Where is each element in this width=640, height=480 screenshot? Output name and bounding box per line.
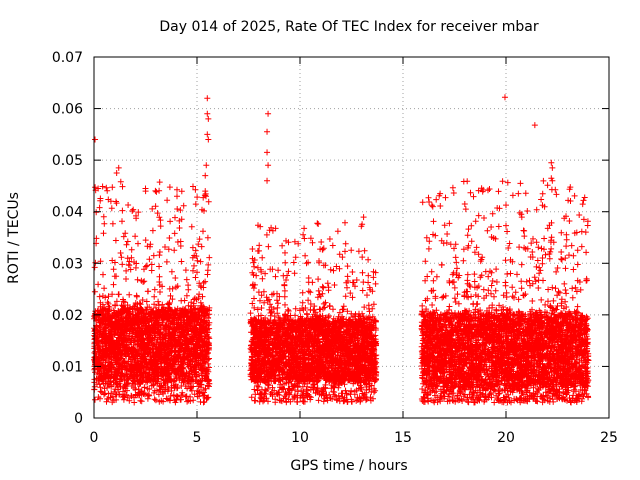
chart-title: Day 014 of 2025, Rate Of TEC Index for r… [159, 19, 538, 35]
x-tick-label: 10 [291, 430, 309, 446]
outlier-point [549, 164, 556, 171]
outlier-point [548, 159, 555, 166]
data-points [91, 94, 592, 406]
outlier-point [548, 175, 555, 182]
outlier-point [264, 149, 271, 156]
x-tick-label: 25 [600, 430, 618, 446]
x-tick-label: 0 [90, 430, 99, 446]
outlier-point [92, 136, 99, 143]
y-tick-label: 0.07 [52, 50, 83, 66]
outlier-point [202, 188, 209, 195]
y-tick-label: 0.01 [52, 359, 83, 375]
outlier-point [264, 128, 271, 135]
plot-frame [93, 56, 610, 419]
outlier-point [204, 110, 211, 117]
x-tick-label: 15 [394, 430, 412, 446]
x-axis-label: GPS time / hours [290, 458, 407, 474]
outlier-point [461, 200, 468, 207]
outlier-point [515, 190, 522, 197]
outlier-point [549, 177, 556, 184]
outlier-point [501, 94, 508, 101]
y-tick-label: 0 [74, 411, 83, 427]
y-axis-label: ROTI / TECUs [6, 192, 22, 284]
outlier-point [462, 206, 469, 213]
y-tick-label: 0.06 [52, 102, 83, 118]
y-tick-label: 0.05 [52, 153, 83, 169]
outlier-point [115, 164, 122, 171]
outlier-point [265, 110, 272, 117]
x-tick-label: 5 [193, 430, 202, 446]
outlier-point [264, 177, 271, 184]
point-cloud [91, 177, 592, 406]
outlier-point [531, 122, 538, 129]
outlier-point [95, 185, 102, 192]
outlier-point [517, 180, 524, 187]
y-tick-label: 0.03 [52, 256, 83, 272]
outlier-point [205, 115, 212, 122]
outlier-point [202, 172, 209, 179]
outlier-point [203, 162, 210, 169]
y-tick-label: 0.04 [52, 205, 83, 221]
y-tick-label: 0.02 [52, 308, 83, 324]
outlier-point [265, 162, 272, 169]
outlier-point [142, 185, 149, 192]
outlier-point [113, 170, 120, 177]
outlier-point [205, 136, 212, 143]
axis-ticks: 0 5 10 15 20 25 0 0.01 0.02 0.03 0.04 0.05 0.06 0.07 [52, 50, 618, 446]
outlier-point [204, 95, 211, 102]
x-tick-label: 20 [497, 430, 515, 446]
outlier-point [204, 131, 211, 138]
